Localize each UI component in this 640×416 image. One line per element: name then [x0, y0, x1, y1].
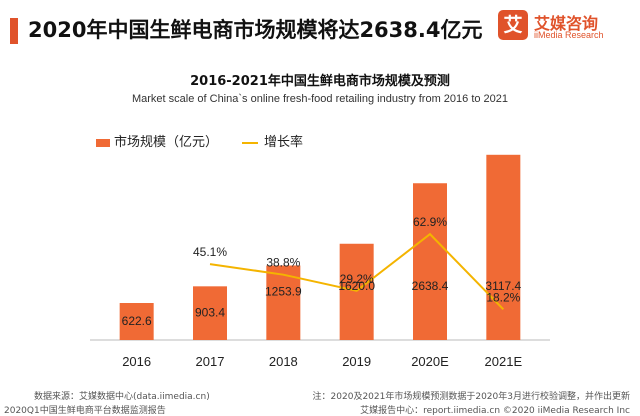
x-tick-label-2016: 2016	[122, 354, 151, 369]
legend-label-growth-rate: 增长率	[264, 135, 304, 150]
headline-accent-bar	[10, 18, 18, 44]
x-tick-label-2020E: 2020E	[411, 354, 449, 369]
bar-value-label-2021E: 3117.4	[485, 279, 521, 293]
growth-label-2019: 29.2%	[340, 272, 374, 286]
bar-value-label-2018: 1253.9	[265, 285, 302, 299]
x-tick-label-2018: 2018	[269, 354, 298, 369]
legend-label-market-scale: 市场规模（亿元）	[114, 135, 219, 150]
bar-2017	[193, 286, 227, 340]
footer-note: 注：2020及2021年市场规模预测数据于2020年3月进行校验调整，并作出更新	[312, 392, 630, 402]
bar-value-label-2020E: 2638.4	[412, 279, 449, 293]
legend-bar-swatch	[96, 138, 110, 147]
bar-2021E	[486, 154, 521, 340]
legend-item-growth-rate: 增长率	[242, 131, 303, 150]
growth-rate-line	[209, 232, 505, 311]
footer-copyright: 艾媒报告中心：report.iimedia.cn ©2020 iiMedia R…	[360, 406, 630, 416]
legend-line-swatch	[242, 141, 258, 144]
legend-item-market-scale: 市场规模（亿元）	[96, 131, 218, 150]
bar-value-label-2017: 903.4	[195, 305, 225, 319]
x-tick-label-2021E: 2021E	[485, 354, 523, 369]
footer-report: 2020Q1中国生鲜电商平台数据监测报告	[4, 406, 166, 416]
growth-label-2020E: 62.9%	[413, 215, 447, 229]
logo-mark-icon: 艾	[498, 10, 528, 40]
bar-2020E	[413, 183, 447, 340]
chart-subtitle: Market scale of China`s online fresh-foo…	[131, 93, 509, 105]
bar-value-label-2019: 1620.0	[338, 279, 375, 293]
page-headline: 2020年中国生鲜电商市场规模将达2638.4亿元	[28, 18, 483, 42]
chart-title: 2016-2021年中国生鲜电商市场规模及预测	[190, 74, 450, 89]
growth-label-2018: 38.8%	[266, 256, 300, 270]
growth-label-2017: 45.1%	[193, 245, 227, 259]
brand-logo: 艾 艾媒咨询 iiMedia Research	[498, 10, 630, 44]
logo-subtitle: iiMedia Research	[534, 30, 604, 40]
bar-2016	[119, 303, 154, 340]
bar-2019	[339, 243, 374, 340]
logo-name: 艾媒咨询	[534, 14, 599, 33]
x-tick-label-2017: 2017	[196, 354, 225, 369]
footer-source: 数据来源：艾媒数据中心(data.iimedia.cn)	[34, 392, 210, 402]
growth-label-2021E: 18.2%	[486, 290, 520, 304]
x-tick-label-2019: 2019	[342, 354, 371, 369]
bar-value-label-2016: 622.6	[122, 314, 152, 328]
